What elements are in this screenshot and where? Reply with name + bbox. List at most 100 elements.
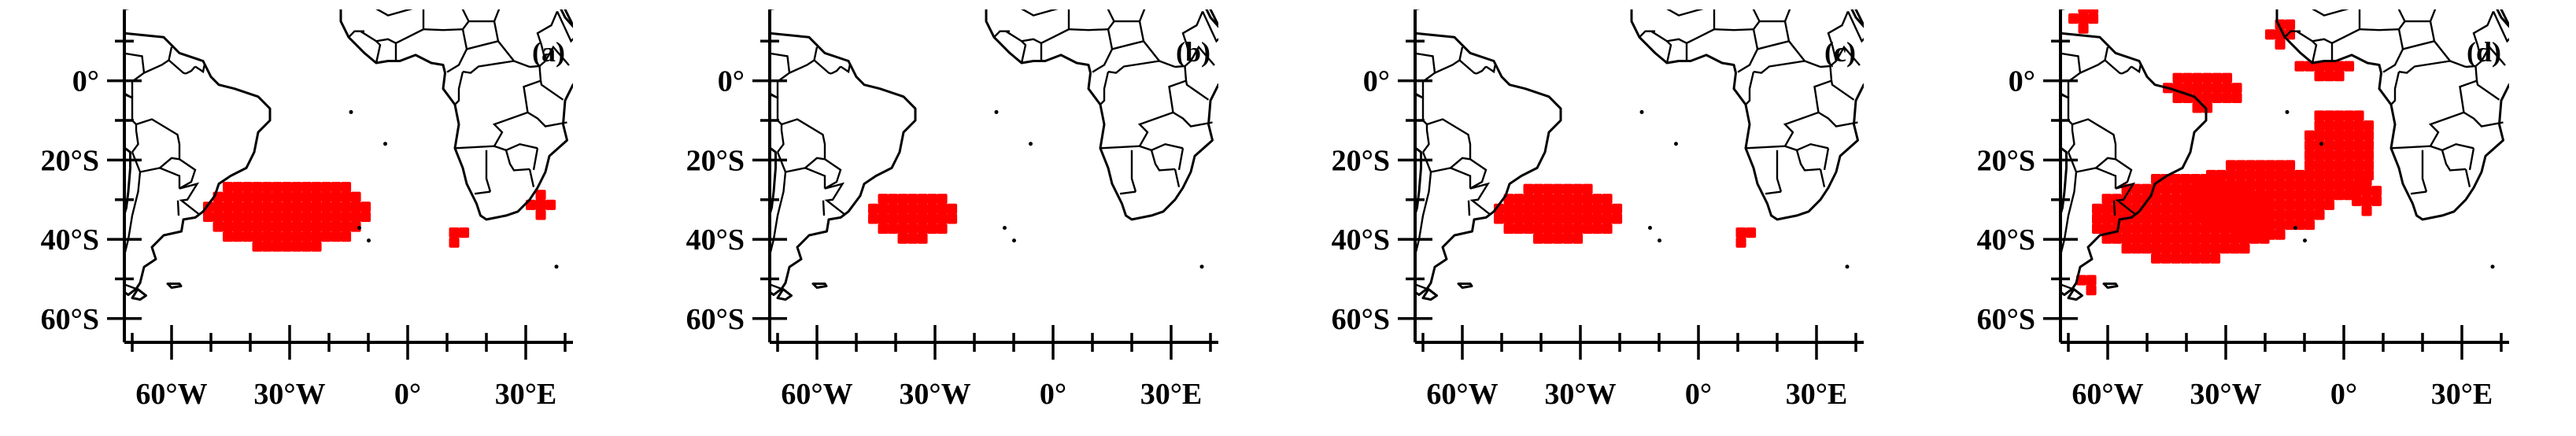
highlight-cell bbox=[2285, 199, 2296, 210]
highlight-cell bbox=[1582, 194, 1593, 205]
highlight-cell bbox=[2078, 23, 2089, 34]
highlight-cell bbox=[2131, 223, 2142, 235]
highlight-cell bbox=[2160, 223, 2171, 235]
highlight-cell bbox=[291, 211, 302, 222]
highlight-cell bbox=[1592, 213, 1603, 224]
country-border bbox=[527, 111, 567, 127]
highlight-cell bbox=[2255, 179, 2266, 190]
highlight-cell bbox=[878, 203, 889, 214]
highlight-region bbox=[2186, 160, 2335, 240]
country-border bbox=[822, 200, 826, 216]
country-border bbox=[1665, 40, 1672, 64]
country-border bbox=[2075, 157, 2116, 173]
highlight-cell bbox=[2285, 219, 2296, 231]
country-border bbox=[139, 157, 180, 173]
country-border bbox=[770, 33, 791, 98]
country-border bbox=[539, 80, 564, 101]
x-tick-label: 30°W bbox=[899, 378, 970, 411]
country-border bbox=[840, 64, 852, 74]
highlight-cell bbox=[2304, 150, 2315, 161]
highlight-cell bbox=[1513, 213, 1525, 224]
country-border bbox=[124, 92, 133, 99]
highlight-cell bbox=[2141, 183, 2152, 194]
highlight-cell bbox=[2363, 140, 2375, 151]
country-border bbox=[2359, 28, 2404, 73]
highlight-cell bbox=[2314, 179, 2325, 190]
highlight-cell bbox=[2160, 213, 2171, 224]
highlight-cell bbox=[1513, 223, 1525, 235]
highlight-cell bbox=[331, 182, 342, 193]
highlight-cell bbox=[2092, 223, 2103, 235]
y-tick-label: 0° bbox=[1363, 65, 1390, 98]
highlight-cell bbox=[282, 241, 293, 252]
highlight-cell bbox=[2285, 209, 2296, 220]
highlight-cell bbox=[1592, 194, 1603, 205]
highlight-regions bbox=[203, 182, 556, 252]
country-border bbox=[2068, 124, 2075, 153]
highlight-cell bbox=[2245, 219, 2256, 231]
highlight-cell bbox=[2265, 209, 2276, 220]
island bbox=[554, 264, 559, 269]
highlight-cell bbox=[2101, 203, 2112, 214]
highlight-cell bbox=[301, 191, 312, 202]
highlight-cell bbox=[2226, 169, 2237, 181]
highlight-cell bbox=[2151, 253, 2162, 264]
highlight-region bbox=[1735, 227, 1757, 248]
highlight-cell bbox=[2334, 190, 2345, 201]
highlight-cell bbox=[2324, 190, 2335, 201]
highlight-cell bbox=[1602, 203, 1613, 214]
x-tick-label: 0° bbox=[1040, 378, 1066, 411]
highlight-cell bbox=[2344, 190, 2355, 201]
highlight-cell bbox=[2182, 83, 2193, 94]
y-tick-label: 0° bbox=[718, 65, 745, 98]
highlight-cell bbox=[2121, 223, 2132, 235]
highlight-cell bbox=[2226, 199, 2237, 210]
highlight-cell bbox=[2334, 150, 2345, 161]
highlight-cell bbox=[2131, 183, 2142, 194]
coastlines bbox=[2060, 9, 2509, 301]
highlight-cell bbox=[2078, 13, 2089, 24]
highlight-cell bbox=[2314, 169, 2325, 181]
highlight-cell bbox=[888, 203, 899, 214]
highlight-cell bbox=[341, 201, 352, 212]
highlight-cell bbox=[2235, 219, 2246, 231]
country-border bbox=[2296, 30, 2333, 44]
country-border bbox=[504, 150, 530, 172]
highlight-cell bbox=[2324, 160, 2335, 171]
highlight-cell bbox=[1573, 213, 1584, 224]
highlight-cell bbox=[2235, 160, 2246, 171]
highlight-cell bbox=[232, 191, 243, 202]
highlight-cell bbox=[1543, 183, 1554, 194]
highlight-regions bbox=[1494, 183, 1757, 248]
country-border bbox=[2441, 150, 2467, 172]
country-border bbox=[1830, 80, 1855, 101]
y-tick-label: 0° bbox=[2009, 65, 2035, 98]
highlight-cell bbox=[2334, 61, 2345, 72]
y-tick-label: 60°S bbox=[1332, 303, 1390, 336]
highlight-cell bbox=[1543, 194, 1554, 205]
highlight-cell bbox=[907, 203, 918, 214]
highlight-cell bbox=[272, 191, 283, 202]
highlight-cell bbox=[272, 221, 283, 232]
country-border bbox=[2131, 64, 2142, 74]
highlight-cell bbox=[2226, 160, 2237, 171]
country-border bbox=[2402, 40, 2435, 50]
highlight-cell bbox=[321, 231, 332, 242]
highlight-cell bbox=[2344, 130, 2355, 141]
highlight-cell bbox=[2180, 223, 2191, 235]
highlight-cell bbox=[341, 191, 352, 202]
island bbox=[1003, 225, 1007, 230]
island bbox=[604, 263, 608, 267]
country-border bbox=[2112, 200, 2116, 216]
highlight-cell bbox=[2101, 233, 2112, 244]
highlight-region bbox=[2294, 61, 2355, 82]
country-border bbox=[804, 167, 826, 189]
highlight-cell bbox=[2265, 169, 2276, 181]
highlight-cell bbox=[2151, 233, 2162, 244]
highlight-cell bbox=[1553, 213, 1564, 224]
highlight-cell bbox=[2275, 219, 2286, 231]
highlight-cell bbox=[2363, 160, 2375, 171]
island bbox=[2541, 263, 2545, 267]
highlight-cell bbox=[2324, 150, 2335, 161]
y-tick-label: 20°S bbox=[41, 144, 99, 177]
